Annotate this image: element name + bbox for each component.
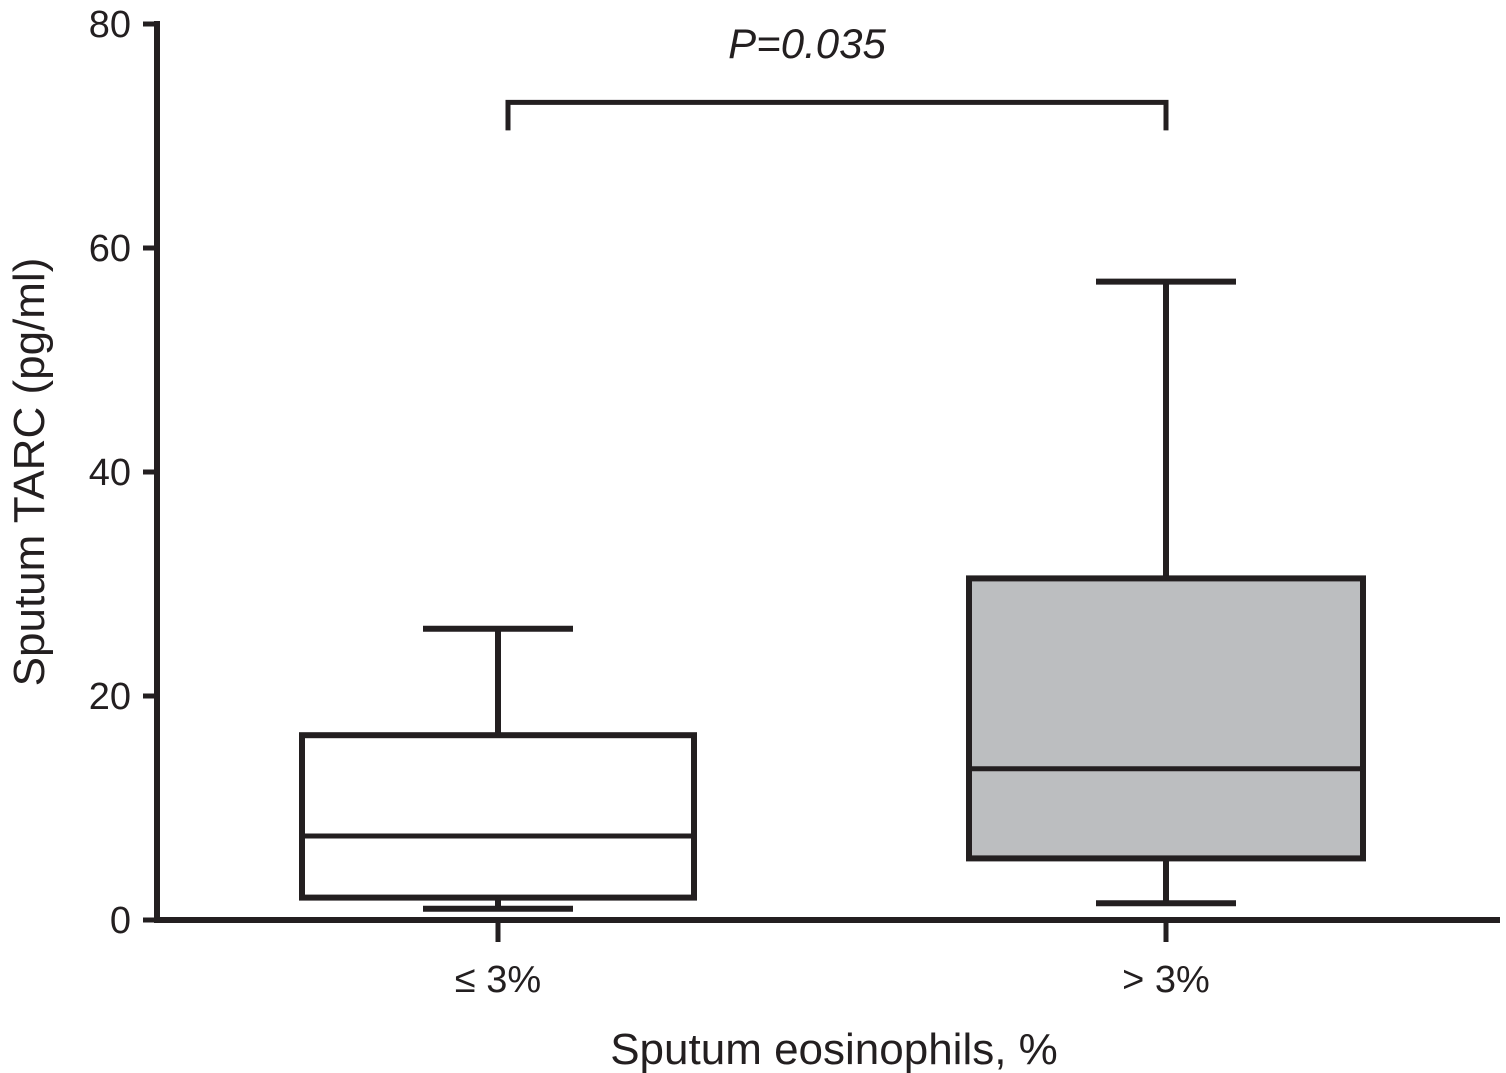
y-tick-label-60: 60 <box>89 228 131 270</box>
y-axis-title: Sputum TARC (pg/ml) <box>5 258 54 687</box>
x-tick-label-1: > 3% <box>1122 959 1210 1001</box>
y-tick-label-80: 80 <box>89 4 131 46</box>
y-tick-label-40: 40 <box>89 452 131 494</box>
iqr-box-1 <box>966 575 1366 862</box>
significance-annotation: P=0.035 <box>505 20 1169 131</box>
x-axis-title: Sputum eosinophils, % <box>610 1025 1058 1073</box>
p-value-label: P=0.035 <box>728 20 886 67</box>
box-0 <box>299 625 697 912</box>
y-axis-ticks: 0 20 40 60 80 <box>89 4 157 942</box>
box-series <box>299 278 1366 912</box>
box-1 <box>966 278 1366 907</box>
x-axis-ticks: ≤ 3% > 3% <box>455 920 1210 1001</box>
iqr-box-0 <box>299 732 697 901</box>
x-tick-label-0: ≤ 3% <box>455 959 541 1001</box>
significance-bracket <box>505 99 1169 131</box>
y-tick-label-20: 20 <box>89 676 131 718</box>
y-tick-label-0: 0 <box>110 900 131 942</box>
